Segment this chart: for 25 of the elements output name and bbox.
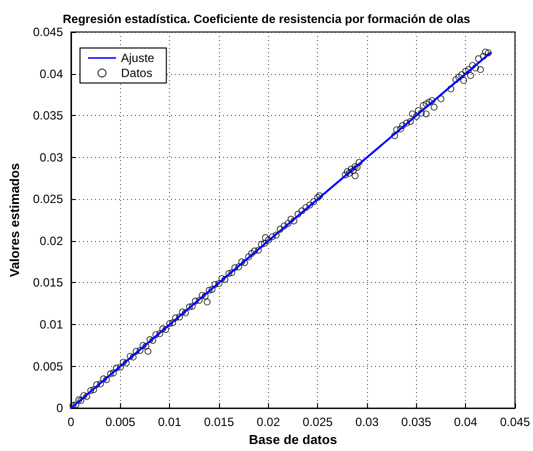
x-tick-label: 0.03 [355,415,379,430]
y-tick-label: 0.025 [32,192,64,206]
x-tick-label: 0.015 [204,415,234,430]
y-tick-label: 0.045 [32,25,64,39]
y-tick-label: 0.02 [40,234,64,248]
y-tick-label: 0.04 [40,66,64,81]
x-tick-label: 0.02 [256,415,280,430]
y-tick-label: 0.035 [32,108,64,123]
x-axis-title: Base de datos [248,432,338,447]
x-tick-label: 0.045 [500,415,530,430]
y-tick-label: 0 [56,401,64,416]
x-tick-label: 0.01 [158,415,182,430]
x-tick-label: 0.04 [454,415,478,430]
y-tick-label: 0.01 [40,318,64,332]
y-axis-title: Valores estimados [7,162,22,278]
y-tick-label: 0.005 [32,359,64,374]
y-tick-label: 0.015 [32,276,64,290]
y-tick-label: 0.03 [40,150,64,164]
x-tick-label: 0.025 [302,415,333,430]
legend-label: Datos [121,66,152,80]
x-tick-label: 0.035 [401,415,432,430]
legend-label: Ajuste [121,51,155,65]
x-tick-label: 0.005 [105,415,136,430]
chart-title: Regresión estadística. Coeficiente de resistencia por formación de olas [62,12,471,26]
x-tick-label: 0 [68,415,75,430]
